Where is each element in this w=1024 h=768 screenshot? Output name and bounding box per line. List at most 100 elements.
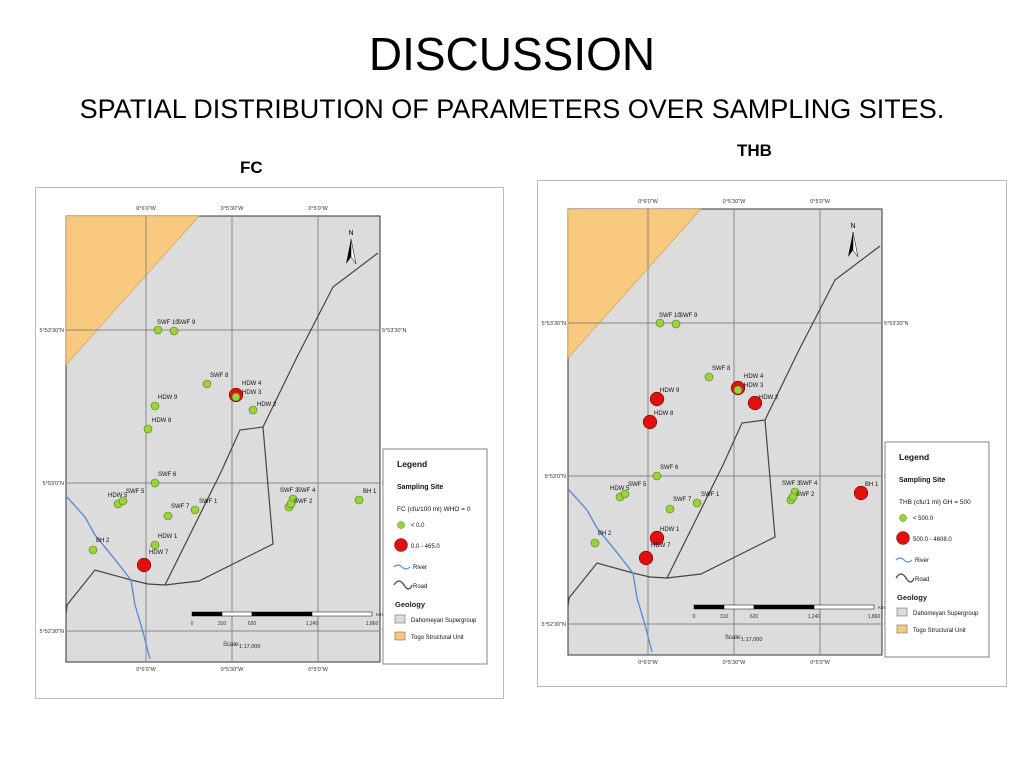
scale-bar: 0 310 620 1,240 1,860 Km (693, 604, 885, 620)
svg-text:1,860: 1,860 (868, 614, 881, 620)
lon-tick-label-bottom: 0°5'0"W (810, 660, 830, 666)
site-marker[interactable] (649, 391, 665, 407)
site-marker[interactable] (143, 424, 153, 434)
road-line (164, 252, 379, 586)
site-label: HDW 3 (242, 390, 262, 396)
site-marker[interactable] (136, 557, 152, 573)
thb-map-svg: 0°6'0"W 0°6'0"W 0°5'30"W 0°5'30"W 0°5'0"W 0°5… (537, 180, 1007, 687)
site-label: SWF 3 (280, 488, 299, 494)
site-marker[interactable] (704, 372, 714, 382)
legend-parameter-label: FC (cfu/100 ml) WHO = 0 (397, 506, 471, 513)
svg-text:N: N (850, 223, 855, 230)
site-label: SWF 5 (628, 482, 647, 488)
site-marker[interactable] (118, 496, 128, 506)
site-marker[interactable] (163, 511, 173, 521)
site-label: SWF 7 (171, 504, 190, 510)
legend-low-marker (899, 514, 907, 522)
site-marker[interactable] (620, 489, 630, 499)
legend-high-marker (394, 538, 408, 552)
svg-text:620: 620 (750, 614, 759, 620)
legend-geology-2: Togo Structural Unit (411, 635, 464, 641)
legend-geology-heading: Geology (897, 593, 928, 602)
site-label: SWF 9 (177, 320, 196, 326)
legend-title: Legend (899, 452, 929, 462)
svg-text:0: 0 (191, 621, 194, 627)
legend-geology-1: Dahomeyan Supergroup (411, 618, 477, 624)
site-label: HDW 4 (744, 374, 764, 380)
site-marker[interactable] (354, 495, 364, 505)
site-marker[interactable] (88, 545, 98, 555)
site-label: SWF 9 (679, 313, 698, 319)
site-label: HDW 2 (759, 395, 779, 401)
site-label: HDW 1 (158, 534, 178, 540)
legend-river-label: River (413, 565, 427, 571)
lat-tick-label-right: 5°53'30"N (884, 321, 908, 327)
site-marker[interactable] (692, 498, 702, 508)
site-label: SWF 4 (297, 488, 316, 494)
site-label: HDW 8 (152, 418, 172, 424)
lon-tick-label-bottom: 0°6'0"W (136, 667, 156, 673)
site-label: SWF 10 (157, 320, 179, 326)
site-label: SWF 8 (210, 373, 229, 379)
lon-tick-label-top: 0°6'0"W (638, 199, 658, 205)
map-legend: Legend Sampling Site FC (cfu/100 ml) WHO =… (382, 448, 488, 665)
site-marker[interactable] (747, 395, 763, 411)
legend-sampling-heading: Sampling Site (899, 477, 945, 484)
site-marker[interactable] (202, 379, 212, 389)
site-marker[interactable] (655, 318, 665, 328)
site-marker[interactable] (788, 492, 798, 502)
north-arrow-icon: N (848, 223, 859, 258)
site-marker[interactable] (853, 485, 869, 501)
site-marker[interactable] (169, 326, 179, 336)
scale-value: 1:17,000 (741, 637, 762, 643)
legend-togo-swatch (394, 631, 406, 641)
site-marker[interactable] (652, 471, 662, 481)
site-marker[interactable] (286, 499, 296, 509)
lon-tick-label-top: 0°5'0"W (810, 199, 830, 205)
site-marker[interactable] (248, 405, 258, 415)
legend-togo-swatch (896, 624, 908, 634)
lat-tick-label-left: 5°52'30"N (40, 629, 64, 635)
togo-structural-unit-area (567, 208, 702, 359)
site-marker[interactable] (153, 325, 163, 335)
site-marker[interactable] (638, 550, 654, 566)
site-marker[interactable] (642, 414, 658, 430)
site-label: HDW 1 (660, 527, 680, 533)
legend-class-high: 0.0 - 465.0 (411, 544, 440, 550)
thb-map-panel: 0°6'0"W 0°6'0"W 0°5'30"W 0°5'30"W 0°5'0"W 0°5… (537, 180, 1007, 687)
lat-tick-label-left: 5°52'30"N (542, 622, 566, 628)
legend-class-low: < 500.0 (913, 516, 934, 522)
site-marker[interactable] (590, 538, 600, 548)
site-marker[interactable] (190, 505, 200, 515)
svg-text:310: 310 (218, 621, 227, 627)
site-marker[interactable] (671, 319, 681, 329)
lon-tick-label-bottom: 0°5'0"W (308, 667, 328, 673)
site-label: HDW 9 (660, 388, 680, 394)
road-line (567, 419, 776, 608)
site-marker[interactable] (150, 478, 160, 488)
site-label: HDW 3 (744, 383, 764, 389)
site-label: SWF 10 (659, 313, 681, 319)
legend-high-marker (896, 531, 910, 545)
site-label: BH 1 (363, 489, 377, 495)
scale-label: Scale: (725, 635, 742, 641)
site-marker[interactable] (733, 385, 743, 395)
scale-label: Scale: (223, 642, 240, 648)
legend-road-label: Road (413, 584, 427, 590)
site-marker[interactable] (649, 530, 665, 546)
site-marker[interactable] (150, 401, 160, 411)
site-label: SWF 5 (126, 489, 145, 495)
site-marker[interactable] (150, 540, 160, 550)
site-marker[interactable] (665, 504, 675, 514)
road-line (666, 245, 881, 579)
legend-river-icon (393, 564, 411, 570)
legend-geology-heading: Geology (395, 600, 426, 609)
site-marker[interactable] (231, 392, 241, 402)
legend-sampling-heading: Sampling Site (397, 484, 443, 491)
legend-class-high: 500.0 - 4608.0 (913, 537, 952, 543)
svg-text:310: 310 (720, 614, 729, 620)
svg-text:1,860: 1,860 (366, 621, 379, 627)
legend-dahomeyan-swatch (896, 607, 908, 617)
site-label: SWF 8 (712, 366, 731, 372)
site-label: HDW 8 (654, 411, 674, 417)
